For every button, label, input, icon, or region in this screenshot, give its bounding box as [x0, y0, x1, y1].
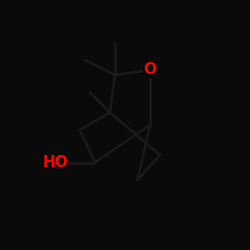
Text: O: O — [144, 62, 156, 78]
Text: HO: HO — [42, 155, 68, 170]
